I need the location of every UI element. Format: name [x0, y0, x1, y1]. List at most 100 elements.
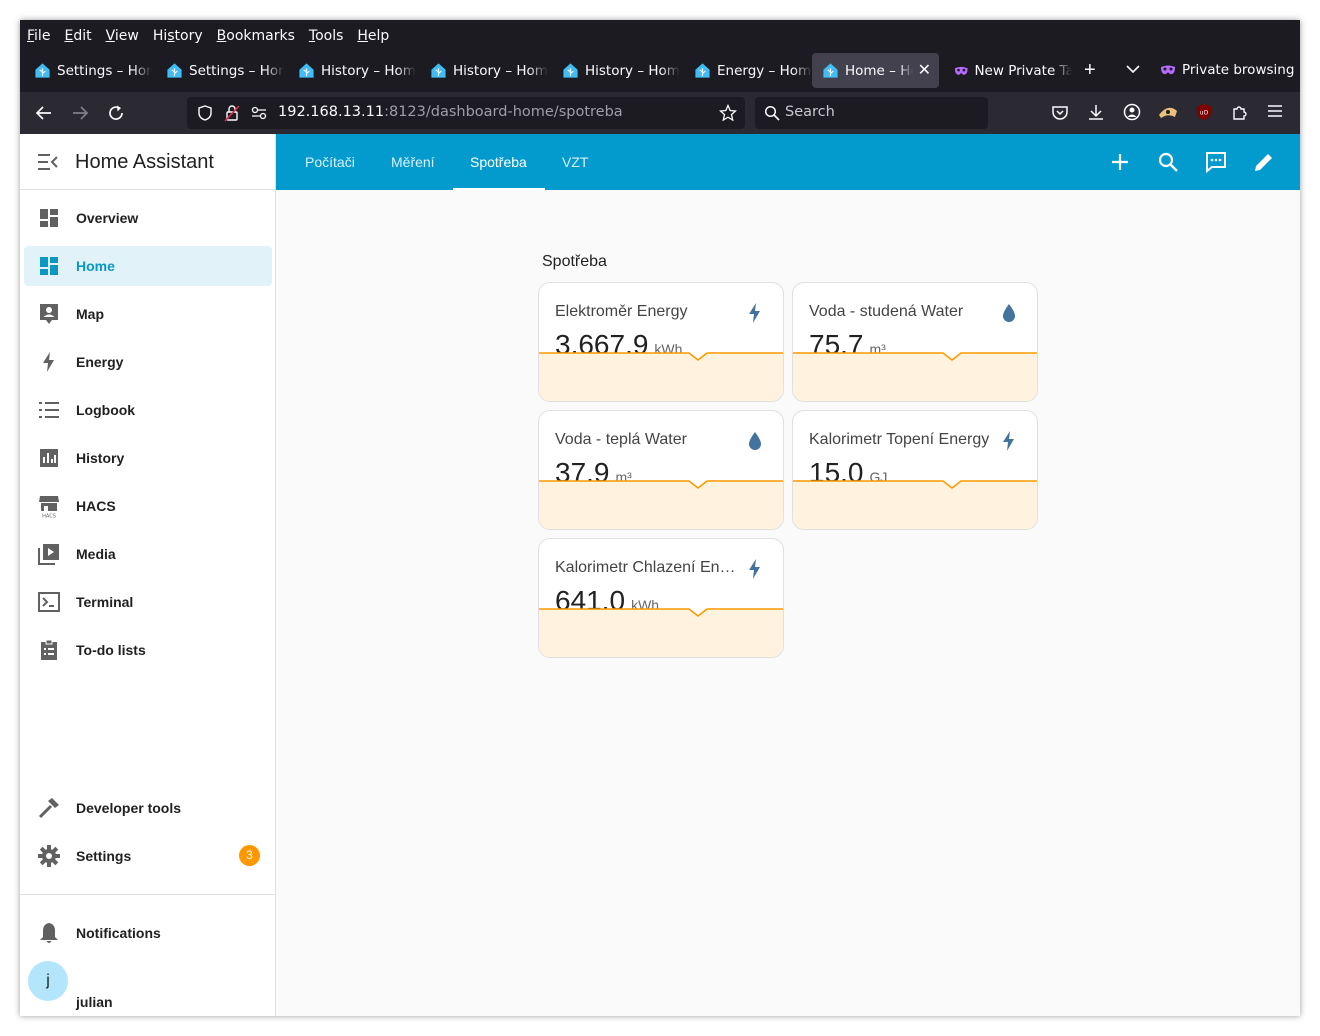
tab-title: History – Home Assistant	[585, 62, 680, 79]
avatar[interactable]: j	[28, 961, 68, 1001]
menu-help[interactable]: Help	[357, 28, 390, 44]
sidebar-item-settings[interactable]: Settings 3	[24, 836, 272, 876]
reload-icon	[109, 105, 123, 120]
browser-tab[interactable]: Settings – Home Assistant	[156, 53, 284, 88]
sidebar-item-energy[interactable]: Energy	[24, 342, 272, 382]
sensor-card-kalorimetr-topeni[interactable]: Kalorimetr Topení Energy 15.0 GJ	[792, 410, 1038, 530]
home-assistant-icon	[563, 63, 578, 78]
bookmark-star-icon[interactable]	[719, 104, 737, 122]
assist-chat-icon[interactable]	[1204, 150, 1228, 174]
browser-tab[interactable]: History – Home Assistant	[420, 53, 548, 88]
sidebar-item-logbook[interactable]: Logbook	[24, 390, 272, 430]
sidebar-item-todo-lists[interactable]: To-do lists	[24, 630, 272, 670]
account-icon[interactable]	[1123, 103, 1141, 121]
menu-history[interactable]: History	[152, 28, 203, 44]
terminal-icon	[38, 592, 60, 612]
tab-mereni[interactable]: Měření	[391, 154, 435, 170]
home-assistant-icon	[299, 63, 314, 78]
card-name: Kalorimetr Topení Energy	[809, 431, 990, 448]
pocket-icon[interactable]	[1051, 104, 1069, 122]
close-tab-icon[interactable]: ✕	[917, 60, 931, 79]
menu-edit[interactable]: Edit	[64, 28, 92, 44]
address-bar[interactable]: 192.168.13.11:8123/dashboard-home/spotre…	[187, 97, 745, 129]
permissions-icon[interactable]	[251, 106, 267, 120]
browser-tab[interactable]: History – Home Assistant	[288, 53, 416, 88]
user-name[interactable]: julian	[76, 994, 113, 1010]
lightning-icon	[1003, 431, 1014, 451]
sidebar-item-history[interactable]: History	[24, 438, 272, 478]
extension-eye-icon[interactable]	[1158, 103, 1178, 121]
back-button[interactable]	[32, 101, 56, 125]
menu-tools[interactable]: Tools	[308, 28, 344, 44]
url-text: 192.168.13.11:8123/dashboard-home/spotre…	[278, 104, 623, 120]
sidebar-item-label: Map	[76, 306, 104, 322]
sidebar-item-overview[interactable]: Overview	[24, 198, 272, 238]
private-browsing-label: Private browsing	[1182, 62, 1295, 78]
bell-icon	[40, 923, 58, 943]
search-placeholder: Search	[785, 104, 835, 120]
ublock-origin-icon[interactable]: uO	[1195, 103, 1213, 121]
search-icon[interactable]	[1156, 150, 1180, 174]
downloads-icon[interactable]	[1087, 103, 1105, 121]
sidebar-item-label: Media	[76, 546, 116, 562]
browser-tab[interactable]: New Private Tab	[944, 53, 1072, 88]
sidebar-item-media[interactable]: Media	[24, 534, 272, 574]
tab-title: Settings – Home Assistant	[57, 62, 152, 79]
tab-pocitaci[interactable]: Počítači	[305, 154, 355, 170]
insecure-lock-icon[interactable]	[224, 104, 240, 122]
menu-bookmarks[interactable]: Bookmarks	[216, 28, 295, 44]
sidebar-item-home[interactable]: Home	[24, 246, 272, 286]
reload-button[interactable]	[104, 101, 128, 125]
sidebar-item-hacs[interactable]: HACS HACS	[24, 486, 272, 526]
edit-pencil-icon[interactable]	[1252, 150, 1276, 174]
new-tab-plus-icon[interactable]: +	[1084, 59, 1096, 81]
sidebar: Home Assistant Overview Home Map Energy …	[20, 134, 276, 1016]
sidebar-item-map[interactable]: Map	[24, 294, 272, 334]
tab-spotreba[interactable]: Spotřeba	[470, 154, 527, 170]
menu-view[interactable]: View	[105, 28, 139, 44]
browser-tab[interactable]: Energy – Home Assistant	[684, 53, 812, 88]
sensor-card-voda-tepla[interactable]: Voda - teplá Water 37.9 m³	[538, 410, 784, 530]
url-path: :8123/dashboard-home/spotreba	[384, 104, 623, 120]
svg-text:uO: uO	[1200, 110, 1209, 117]
add-icon[interactable]	[1108, 150, 1132, 174]
browser-tab-active[interactable]: Home – Home Assistant ✕	[812, 53, 939, 88]
hamburger-menu-icon[interactable]	[1267, 104, 1283, 118]
overview-icon	[40, 209, 58, 227]
sidebar-divider	[20, 894, 275, 895]
sidebar-item-label: Terminal	[76, 594, 134, 610]
sidebar-item-label: Settings	[76, 848, 132, 864]
sensor-card-kalorimetr-chlazeni[interactable]: Kalorimetr Chlazení Energy 641.0 kWh	[538, 538, 784, 658]
sparkline-graph	[539, 352, 783, 401]
tab-list-chevron-icon[interactable]	[1126, 64, 1140, 74]
menu-collapse-icon[interactable]	[37, 152, 59, 172]
extensions-puzzle-icon[interactable]	[1231, 103, 1249, 121]
card-name: Voda - teplá Water	[555, 431, 687, 448]
sparkline-graph	[793, 480, 1037, 529]
tab-strip: Settings – Home Assistant Settings – Hom…	[20, 52, 1300, 92]
home-assistant-icon	[35, 63, 50, 78]
browser-window: File Edit View History Bookmarks Tools H…	[20, 20, 1300, 1016]
forward-button[interactable]	[68, 101, 92, 125]
water-drop-icon	[749, 432, 761, 450]
sidebar-item-label: Notifications	[76, 925, 161, 941]
menu-file[interactable]: File	[27, 28, 51, 44]
menu-bar: File Edit View History Bookmarks Tools H…	[20, 20, 1300, 52]
card-name: Voda - studená Water	[809, 303, 964, 320]
svg-text:HACS: HACS	[42, 514, 56, 519]
sidebar-item-notifications[interactable]: Notifications	[24, 913, 272, 953]
home-assistant-icon	[167, 63, 182, 78]
home-assistant-icon	[695, 63, 710, 78]
browser-tab[interactable]: Settings – Home Assistant	[24, 53, 152, 88]
lightning-icon	[749, 303, 760, 323]
sidebar-item-label: Logbook	[76, 402, 136, 418]
browser-tab[interactable]: History – Home Assistant	[552, 53, 680, 88]
sensor-card-voda-studena[interactable]: Voda - studená Water 75.7 m³	[792, 282, 1038, 402]
tab-vzt[interactable]: VZT	[562, 154, 589, 170]
shield-icon[interactable]	[197, 105, 213, 121]
sidebar-item-label: Energy	[76, 354, 124, 370]
sensor-card-elektromer[interactable]: Elektroměr Energy 3,667.9 kWh	[538, 282, 784, 402]
sidebar-item-terminal[interactable]: Terminal	[24, 582, 272, 622]
sidebar-item-developer-tools[interactable]: Developer tools	[24, 788, 272, 828]
search-bar[interactable]: Search	[755, 97, 988, 129]
